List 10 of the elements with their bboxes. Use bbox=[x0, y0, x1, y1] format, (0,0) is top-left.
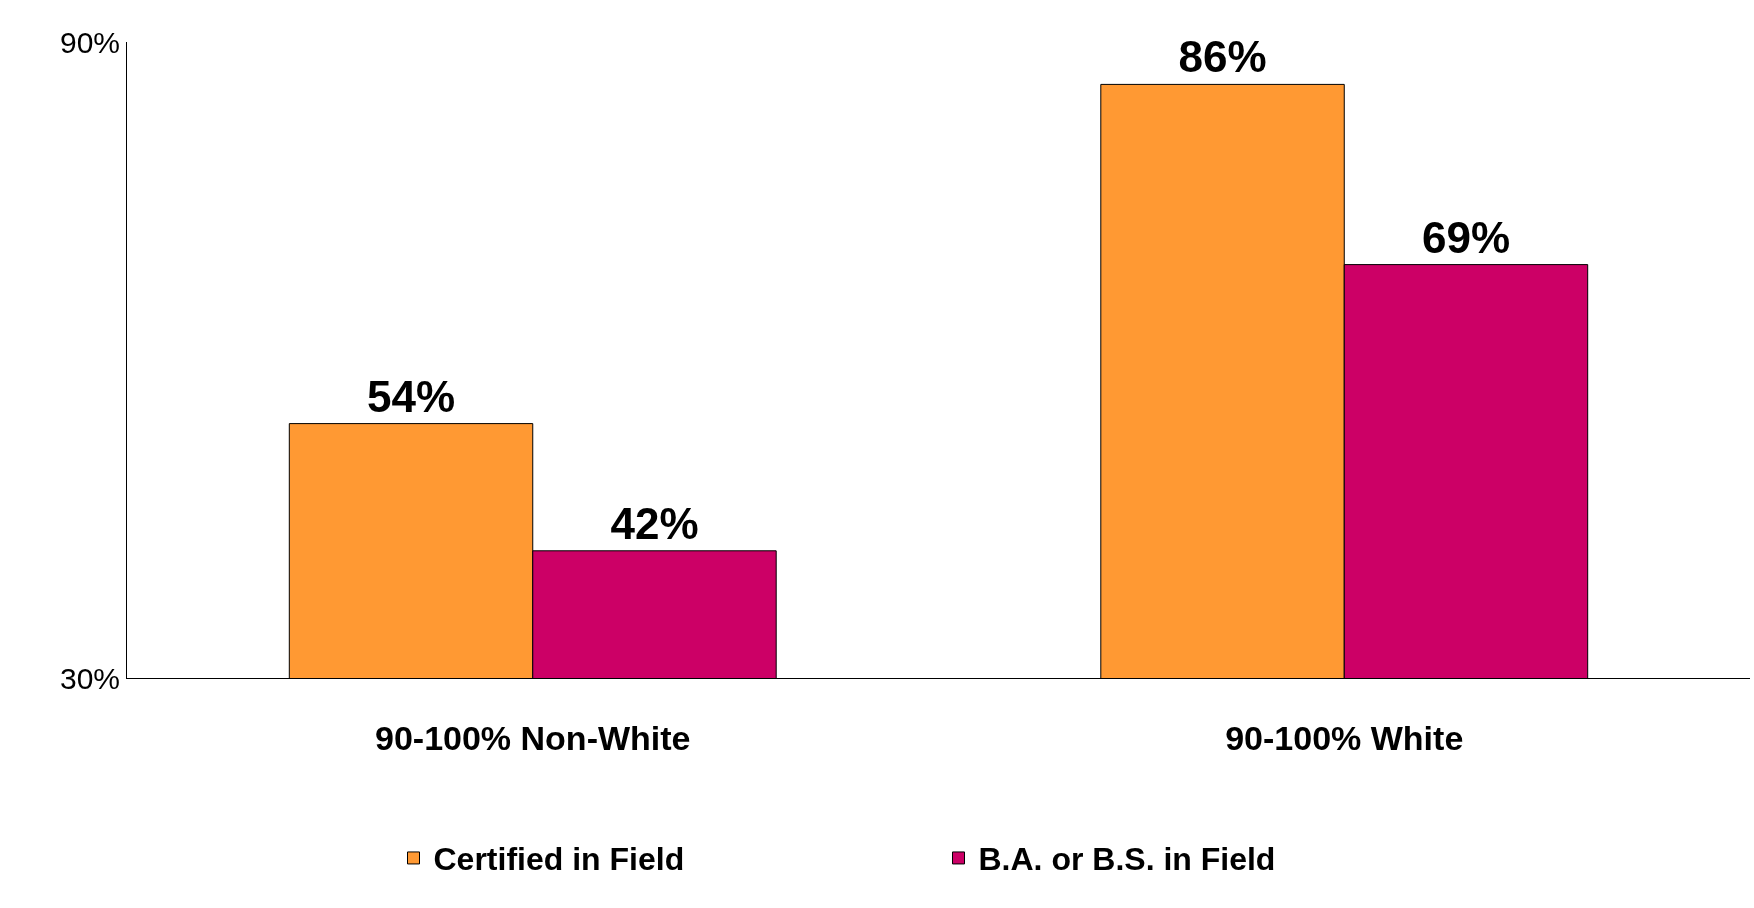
x-tick-label: 90-100% White bbox=[1225, 718, 1464, 757]
x-tick-label: 90-100% Non-White bbox=[375, 718, 691, 757]
y-tick-label: 30% bbox=[59, 661, 120, 695]
legend-label: Certified in Field bbox=[433, 841, 685, 878]
data-label: 69% bbox=[1421, 212, 1511, 262]
legend-label: B.A. or B.S. in Field bbox=[978, 841, 1276, 878]
data-label: 54% bbox=[366, 371, 456, 421]
data-label: 42% bbox=[610, 498, 699, 548]
y-tick-label: 90% bbox=[59, 25, 120, 59]
data-label: 86% bbox=[1178, 32, 1267, 82]
